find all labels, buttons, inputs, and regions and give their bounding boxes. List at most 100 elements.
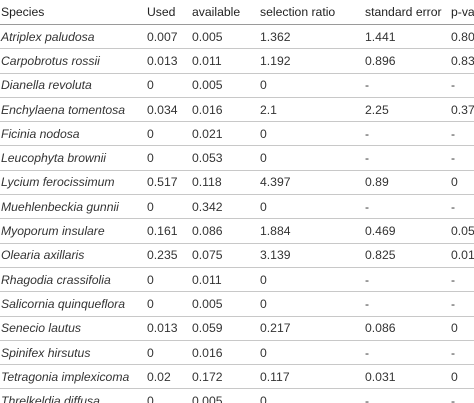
cell-species: Leucophyta brownii bbox=[0, 145, 143, 171]
cell-selection-ratio: 0 bbox=[256, 145, 361, 171]
cell-used: 0 bbox=[143, 121, 188, 147]
cell-p-value: 0.801 bbox=[447, 24, 474, 50]
cell-available: 0.059 bbox=[188, 316, 256, 341]
cell-selection-ratio: 0.217 bbox=[256, 316, 361, 341]
cell-p-value: 0 bbox=[447, 316, 474, 341]
cell-selection-ratio: 0 bbox=[260, 394, 267, 403]
cell-selection-ratio: 1.884 bbox=[256, 218, 361, 244]
header-available: available bbox=[188, 0, 256, 25]
cell-p-value: - bbox=[447, 194, 474, 220]
cell-species: Ficinia nodosa bbox=[0, 121, 143, 147]
cell-available: 0.021 bbox=[188, 121, 256, 147]
cell-selection-ratio: 0 bbox=[256, 194, 361, 220]
cell-selection-ratio: 0 bbox=[256, 121, 361, 147]
cell-standard-error: 0.031 bbox=[361, 364, 447, 390]
cell-used: 0.235 bbox=[143, 243, 188, 268]
cell-available: 0.005 bbox=[188, 73, 256, 98]
table-row: Rhagodia crassifolia 0 0.011 0- - bbox=[0, 267, 474, 293]
cell-p-value: - bbox=[447, 340, 474, 366]
cell-p-value: 0 bbox=[447, 170, 474, 196]
cell-selection-ratio: 0 bbox=[256, 340, 361, 366]
cell-standard-error: 0.086 bbox=[361, 316, 447, 341]
cell-species: Muehlenbeckia gunnii bbox=[0, 194, 143, 220]
header-used: Used bbox=[143, 0, 188, 25]
cell-available: 0.011 bbox=[188, 48, 256, 74]
cell-used: 0.007 bbox=[143, 24, 188, 50]
table-row: Senecio lautus 0.013 0.059 0.217 0.086 0 bbox=[0, 316, 474, 341]
cell-species: Lycium ferocissimum bbox=[0, 170, 143, 196]
table-body: Atriplex paludosa 0.007 0.005 1.362 1.441 0.8… bbox=[0, 24, 474, 403]
cell-used: 0 bbox=[147, 394, 154, 403]
cell-species: Senecio lautus bbox=[0, 316, 143, 341]
cell-species: Olearia axillaris bbox=[0, 243, 143, 268]
header-selection-ratio: selection ratio bbox=[256, 0, 361, 25]
cell-selection-ratio: 1.192 bbox=[256, 48, 361, 74]
cell-standard-error: - bbox=[361, 73, 447, 98]
cell-available: 0.005 bbox=[188, 24, 256, 50]
cell-standard-error: - bbox=[361, 145, 447, 171]
cell-species: Myoporum insulare bbox=[0, 218, 143, 244]
cell-p-value: 0.01 bbox=[447, 243, 474, 268]
cell-selection-ratio: 1.362 bbox=[256, 24, 361, 50]
table-row: Ficinia nodosa 0 0.021 0- - bbox=[0, 121, 474, 147]
cell-species: Rhagodia crassifolia bbox=[0, 267, 143, 293]
table-row: Spinifex hirsutus 0 0.016 0- - bbox=[0, 340, 474, 366]
table-row: Tetragonia implexicoma 0.02 0.172 0.117 0.03… bbox=[0, 364, 474, 390]
cell-available: 0.118 bbox=[188, 170, 256, 196]
cell-used: 0 bbox=[143, 267, 188, 293]
cell-species: Spinifex hirsutus bbox=[0, 340, 143, 366]
cell-species: Carpobrotus rossii bbox=[0, 48, 143, 74]
cell-standard-error: - bbox=[361, 340, 447, 366]
table-row: Enchylaena tomentosa 0.034 0.016 2.1 2.25 0.3… bbox=[0, 97, 474, 123]
table-row: Atriplex paludosa 0.007 0.005 1.362 1.441 0.8… bbox=[0, 24, 474, 50]
cell-available: 0.005 bbox=[188, 291, 256, 317]
cell-selection-ratio: 0.117 bbox=[256, 364, 361, 390]
table-row: Dianella revoluta 0 0.005 0- - bbox=[0, 73, 474, 98]
cell-used: 0.517 bbox=[143, 170, 188, 196]
cell-p-value: - bbox=[447, 121, 474, 147]
cell-used: 0.013 bbox=[143, 316, 188, 341]
cell-available: 0.016 bbox=[188, 340, 256, 366]
header-species: Species bbox=[0, 0, 143, 25]
cell-species: Enchylaena tomentosa bbox=[0, 97, 143, 123]
table-row: Carpobrotus rossii 0.013 0.011 1.192 0.896 0.… bbox=[0, 48, 474, 74]
cell-species: Salicornia quinqueflora bbox=[0, 291, 143, 317]
cell-p-value: - bbox=[447, 267, 474, 293]
cell-standard-error: 1.441 bbox=[361, 24, 447, 50]
cell-available: 0.342 bbox=[188, 194, 256, 220]
cell-species: Atriplex paludosa bbox=[0, 24, 143, 50]
cell-p-value: 0 bbox=[447, 364, 474, 390]
cell-selection-ratio: 0 bbox=[256, 291, 361, 317]
cell-p-value: 0.059 bbox=[447, 218, 474, 244]
cell-standard-error: - bbox=[361, 291, 447, 317]
cell-selection-ratio: 3.139 bbox=[256, 243, 361, 268]
cell-p-value: - bbox=[447, 291, 474, 317]
cell-standard-error: - bbox=[361, 194, 447, 220]
cell-used: 0 bbox=[143, 73, 188, 98]
table-row: Olearia axillaris 0.235 0.075 3.139 0.825 0.0… bbox=[0, 243, 474, 268]
cell-species: Dianella revoluta bbox=[0, 73, 143, 98]
cell-standard-error: 0.469 bbox=[361, 218, 447, 244]
cell-selection-ratio: 4.397 bbox=[256, 170, 361, 196]
cell-p-value: - bbox=[447, 145, 474, 171]
cell-standard-error: - bbox=[361, 121, 447, 147]
cell-standard-error: 0.89 bbox=[361, 170, 447, 196]
cell-used: 0 bbox=[143, 291, 188, 317]
cell-used: 0 bbox=[143, 340, 188, 366]
cell-standard-error: 0.825 bbox=[361, 243, 447, 268]
cell-available: 0.011 bbox=[188, 267, 256, 293]
cell-used: 0.013 bbox=[143, 48, 188, 74]
cell-p-value: 0.379 bbox=[447, 97, 474, 123]
cell-species: Tetragonia implexicoma bbox=[0, 364, 143, 390]
cell-used: 0.161 bbox=[143, 218, 188, 244]
cell-standard-error: - bbox=[365, 394, 370, 403]
cell-used: 0 bbox=[143, 145, 188, 171]
table-row: Threlkeldia diffusa 0 0.005 0 - - bbox=[0, 389, 474, 403]
cell-p-value: - bbox=[451, 394, 456, 403]
cell-available: 0.016 bbox=[188, 97, 256, 123]
cell-selection-ratio: 0 bbox=[256, 73, 361, 98]
table-row: Myoporum insulare 0.161 0.086 1.884 0.469 0.0… bbox=[0, 218, 474, 244]
cell-used: 0.02 bbox=[143, 364, 188, 390]
header-standard-error: standard error bbox=[361, 0, 447, 25]
